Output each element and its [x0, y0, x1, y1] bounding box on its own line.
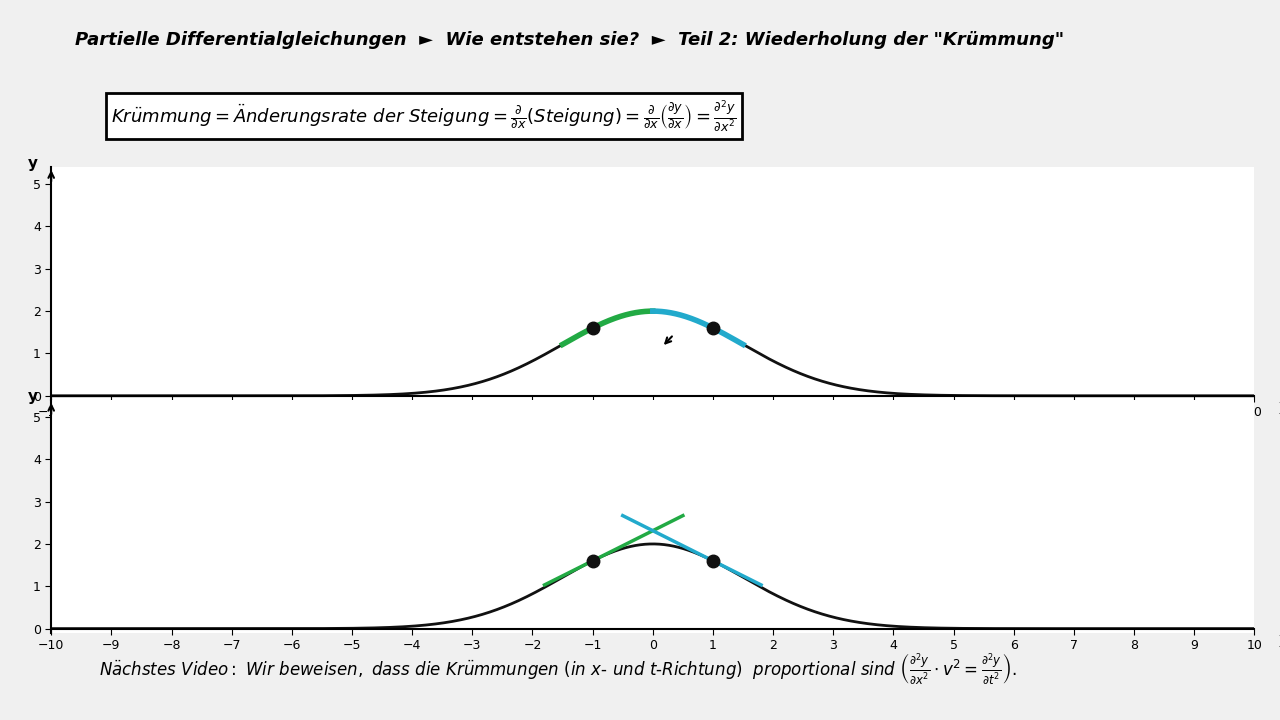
Text: $\it{Kr\ddot{u}mmung = \ddot{A}nderungsrate\ der\ Steigung} = $$\frac{\partial}{: $\it{Kr\ddot{u}mmung = \ddot{A}nderungsr…: [111, 99, 737, 134]
Text: X: X: [1279, 402, 1280, 417]
Text: y: y: [28, 390, 38, 404]
Text: Partielle Differentialgleichungen  ►  Wie entstehen sie?  ►  Teil 2: Wiederholun: Partielle Differentialgleichungen ► Wie …: [76, 31, 1065, 49]
Text: X: X: [1279, 635, 1280, 650]
Text: $\it{N\ddot{a}chstes\ Video:\ Wir\ beweisen,\ dass\ die\ Kr\ddot{u}mmungen\ (in\: $\it{N\ddot{a}chstes\ Video:\ Wir\ bewei…: [100, 652, 1018, 687]
Text: $\it{Kr\ddot{u}mmung = \ddot{A}nderungsrate\ der\ Steigung} = $$\frac{\partial}{: $\it{Kr\ddot{u}mmung = \ddot{A}nderungsr…: [111, 99, 737, 134]
Text: y: y: [28, 156, 38, 171]
